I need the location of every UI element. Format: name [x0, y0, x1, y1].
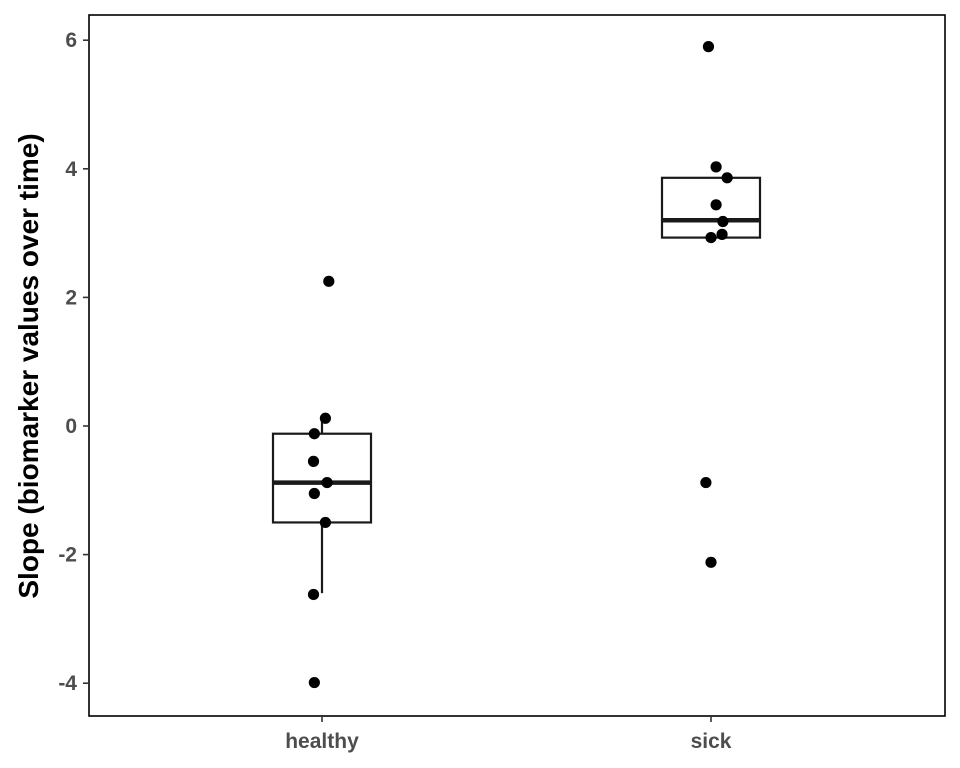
y-tick-label: 4 — [65, 158, 77, 181]
y-tick-label: -2 — [58, 544, 77, 567]
y-tick-label: -4 — [58, 672, 77, 695]
y-tick-label: 6 — [65, 29, 77, 52]
data-point — [710, 199, 722, 211]
data-point — [319, 516, 331, 529]
data-point — [308, 676, 320, 689]
data-point — [705, 232, 717, 244]
data-point — [716, 228, 728, 240]
data-point — [321, 476, 333, 489]
plot-panel-border — [88, 14, 946, 717]
data-point — [308, 487, 320, 500]
x-axis: healthy sick — [285, 716, 732, 753]
data-point — [308, 428, 320, 440]
x-tick-label-sick: sick — [691, 730, 732, 753]
y-axis: -4 -2 0 2 4 6 — [58, 29, 89, 695]
data-point — [307, 455, 320, 467]
x-tick-label-healthy: healthy — [285, 730, 359, 753]
box-healthy — [271, 432, 373, 524]
data-point — [700, 476, 712, 489]
y-tick-label: 2 — [65, 286, 77, 309]
data-point — [323, 275, 335, 287]
y-tick-label: 0 — [65, 415, 77, 438]
points-layer — [307, 41, 733, 689]
data-point — [307, 588, 320, 601]
data-point — [710, 161, 722, 173]
data-point — [319, 412, 331, 424]
box-sick — [660, 176, 762, 239]
box-layer — [271, 176, 762, 594]
data-point — [705, 556, 717, 568]
data-point — [702, 41, 715, 53]
data-point — [721, 172, 733, 184]
y-axis-title: Slope (biomarker values over time) — [13, 133, 44, 598]
data-point — [717, 215, 729, 228]
